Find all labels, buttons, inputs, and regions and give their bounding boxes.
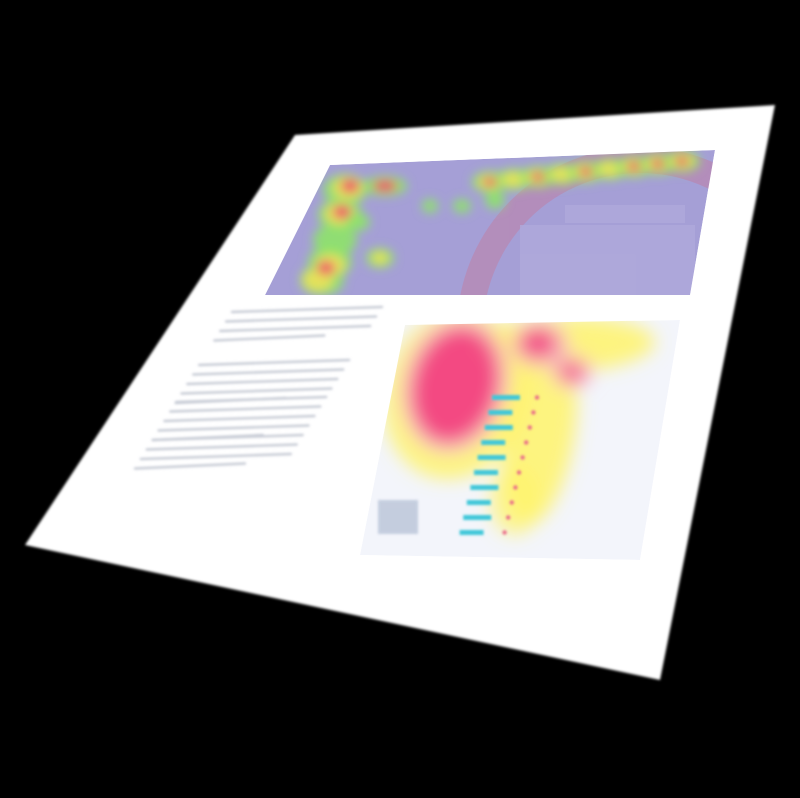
heat-area-high — [561, 363, 583, 381]
heat-spot-low — [422, 199, 438, 213]
list-item-bar — [470, 485, 499, 490]
list-item-bar — [474, 470, 498, 475]
list-item-marker — [502, 530, 507, 535]
heat-spot-low — [346, 213, 370, 231]
thumbnail-image — [378, 500, 418, 534]
list-item-bar — [484, 425, 513, 430]
content-card — [520, 225, 695, 295]
list-item-marker — [527, 425, 532, 430]
bottom-heatmap-blobs — [383, 320, 655, 535]
heat-spot-high — [333, 205, 351, 219]
text-line — [180, 387, 333, 395]
text-line — [197, 358, 351, 367]
list-item-bar — [477, 455, 506, 460]
heat-spot-high — [627, 161, 641, 171]
heat-spot-high — [341, 179, 359, 193]
heat-spot-high — [531, 172, 545, 182]
text-line — [163, 414, 316, 423]
bottom-heatmap-panel — [360, 320, 680, 560]
heat-area-high — [520, 329, 556, 357]
list-item-bar — [488, 410, 513, 415]
heat-spot-mid — [550, 167, 574, 182]
list-item-bar — [463, 515, 492, 520]
text-line — [145, 443, 298, 451]
list-item-bar — [466, 500, 491, 505]
text-line — [151, 433, 304, 442]
list-item-bar — [481, 440, 506, 445]
heat-spot-low — [453, 199, 471, 213]
text-line — [219, 324, 372, 333]
text-line — [174, 395, 328, 404]
list-item-marker — [531, 410, 536, 415]
text-line — [169, 405, 322, 413]
top-heatmap-panel — [265, 150, 715, 295]
text-line — [139, 452, 293, 461]
list-item-marker — [524, 440, 529, 445]
text-line — [186, 377, 339, 386]
heat-spot-mid — [372, 252, 388, 264]
list-item-bar — [492, 395, 520, 400]
heat-spot-high — [651, 159, 665, 169]
heat-area-high — [411, 327, 499, 443]
list-item-marker — [509, 500, 514, 505]
heat-spot-low — [485, 191, 505, 209]
text-line — [133, 462, 247, 470]
top-heatmap-blobs — [300, 150, 700, 295]
list-item-bar — [459, 530, 484, 535]
heat-spot-mid — [502, 172, 526, 187]
heat-area-low — [490, 465, 540, 535]
heat-spot-high — [579, 167, 593, 177]
list-item-marker — [520, 455, 525, 460]
text-line — [213, 334, 326, 342]
list-item-marker — [513, 485, 518, 490]
text-line — [192, 368, 345, 376]
heat-spot-mid — [598, 162, 622, 176]
list-item-marker — [506, 515, 511, 520]
text-line — [157, 424, 310, 432]
heat-spot-high — [675, 156, 689, 166]
list-item-marker — [534, 395, 540, 400]
list-item-bars — [459, 395, 540, 535]
heat-spot-high — [373, 180, 397, 192]
heat-spot-high — [483, 177, 497, 187]
list-item-marker — [516, 470, 522, 475]
text-line — [230, 305, 384, 314]
heat-spot-high — [317, 261, 335, 275]
content-card-header — [565, 205, 685, 223]
text-line — [224, 315, 378, 323]
paragraph-text-block — [133, 305, 384, 470]
